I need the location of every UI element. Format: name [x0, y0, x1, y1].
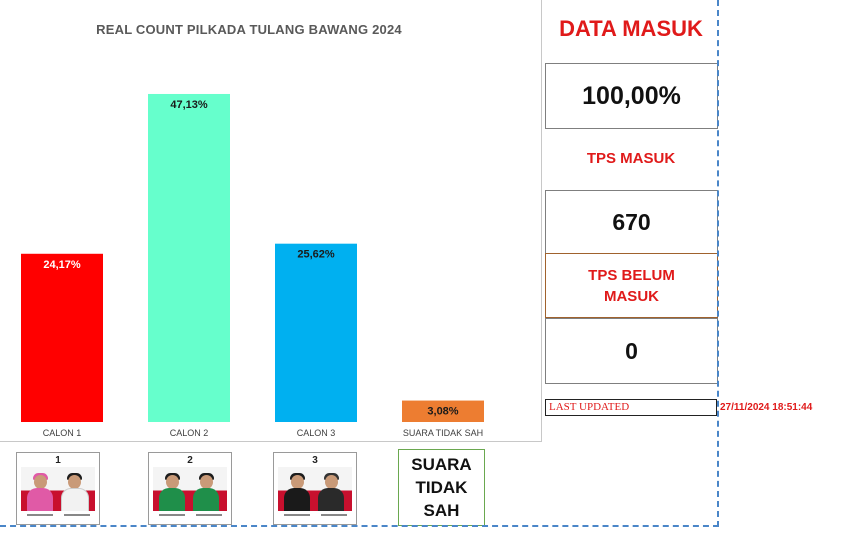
page-break-vertical	[717, 0, 719, 527]
candidate-figure	[193, 473, 219, 511]
candidate-figure	[61, 473, 89, 513]
caption-strip	[278, 511, 352, 519]
percent-value: 100,00%	[582, 81, 681, 110]
candidate-card-2: 2	[148, 452, 232, 525]
candidate-photo	[278, 467, 352, 519]
data-masuk-title: DATA MASUK	[559, 16, 703, 41]
invalid-votes-label: SUARA TIDAK SAH	[411, 455, 472, 520]
last-updated-label: LAST UPDATED	[549, 401, 630, 413]
candidate-card-1: 1	[16, 452, 100, 525]
bar-value-label: 24,17%	[43, 259, 81, 271]
bar-1	[21, 253, 103, 422]
candidate-number: 1	[55, 455, 61, 466]
candidate-number: 2	[187, 455, 193, 466]
candidate-figure	[159, 473, 185, 511]
bar-value-label: 3,08%	[427, 406, 458, 418]
candidate-card-3: 3	[273, 452, 357, 525]
tps-masuk-box: 670	[545, 190, 718, 255]
bar-value-label: 25,62%	[297, 249, 335, 261]
last-updated-box: LAST UPDATED	[545, 399, 717, 416]
candidate-figure	[284, 473, 310, 511]
candidate-shirt	[27, 488, 53, 511]
tps-belum-box: 0	[545, 318, 718, 384]
category-label: SUARA TIDAK SAH	[403, 428, 483, 438]
candidate-figure	[318, 473, 344, 511]
chart-panel: REAL COUNT PILKADA TULANG BAWANG 2024 24…	[0, 0, 542, 442]
caption-strip	[21, 511, 95, 519]
bar-2	[148, 93, 230, 423]
candidate-figure	[27, 473, 53, 511]
category-label: CALON 3	[297, 428, 336, 438]
bar-4	[402, 400, 484, 422]
invalid-votes-card: SUARA TIDAK SAH	[398, 449, 485, 526]
category-label: CALON 2	[170, 428, 209, 438]
last-updated-value: 27/11/2024 18:51:44	[720, 402, 813, 413]
bar-3	[275, 243, 357, 422]
candidate-photo	[153, 467, 227, 519]
bar-chart: 24,17% CALON 1 47,13% CALON 2 25,62% CALON 3 3…	[21, 93, 484, 438]
page-break-horizontal	[0, 525, 719, 527]
tps-belum-label-box: TPS BELUM MASUK	[545, 253, 718, 318]
chart-title: REAL COUNT PILKADA TULANG BAWANG 2024	[96, 22, 402, 37]
tps-masuk-label: TPS MASUK	[586, 150, 676, 167]
tps-masuk-count: 670	[612, 209, 651, 235]
candidate-number: 3	[312, 455, 318, 466]
category-label: CALON 1	[43, 428, 82, 438]
tps-belum-label: TPS BELUM MASUK	[588, 266, 675, 305]
percent-box: 100,00%	[545, 63, 718, 129]
candidate-photo	[21, 467, 95, 519]
bar-value-label: 47,13%	[170, 99, 208, 111]
tps-belum-count: 0	[625, 337, 638, 364]
caption-strip	[153, 511, 227, 519]
